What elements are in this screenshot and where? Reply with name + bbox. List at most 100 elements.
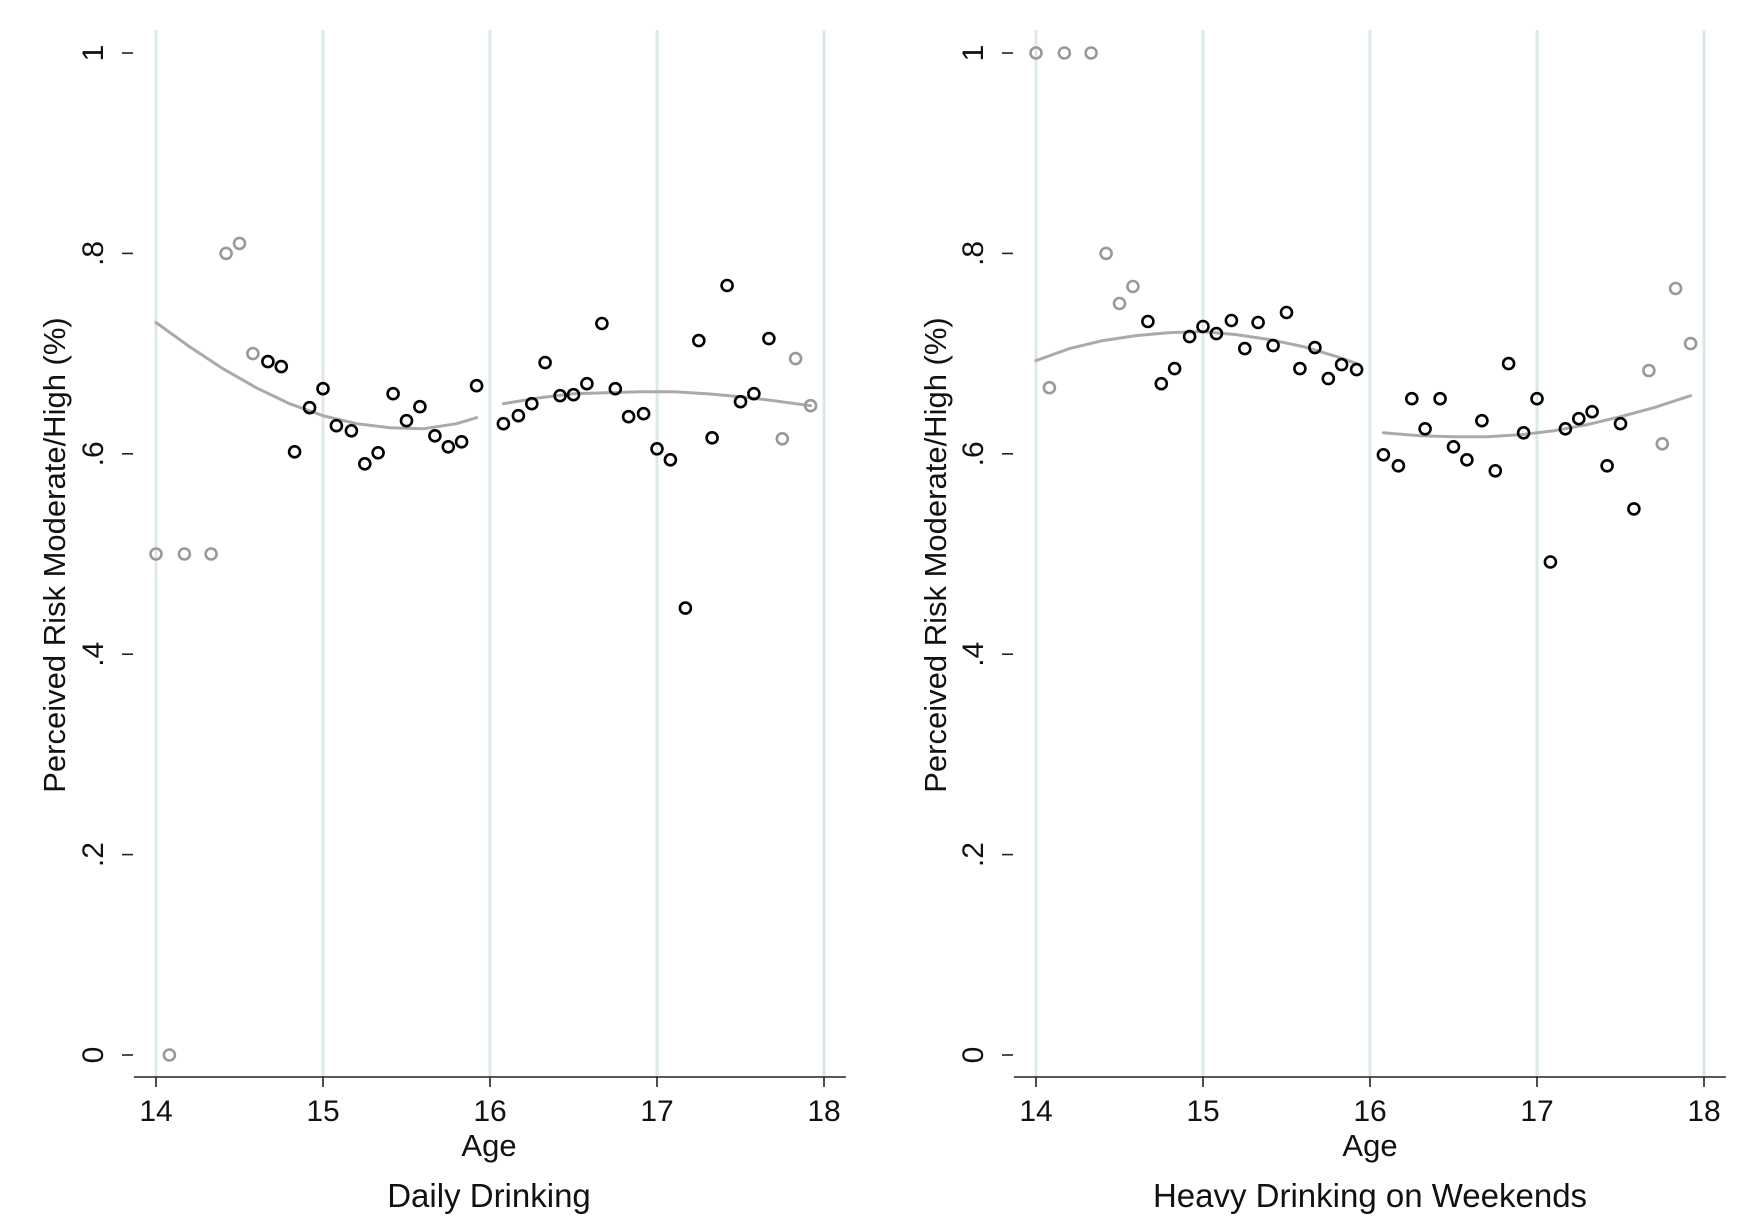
data-point	[650, 441, 664, 456]
data-point-light	[177, 547, 192, 561]
y-tick-label: .8	[77, 241, 110, 266]
data-point	[720, 278, 734, 293]
data-point	[1209, 326, 1224, 341]
data-point	[1460, 452, 1474, 467]
y-tick-label: 0	[77, 1047, 110, 1064]
data-point	[691, 333, 706, 348]
data-point	[1613, 416, 1628, 431]
data-point-light	[1057, 46, 1072, 60]
data-point	[1308, 340, 1322, 355]
data-point	[441, 439, 456, 454]
x-tick-label: 14	[139, 1095, 172, 1128]
y-tick-label: .4	[957, 642, 990, 667]
data-point	[302, 400, 317, 415]
fit-curve	[1381, 394, 1693, 439]
data-point	[1530, 391, 1544, 406]
y-axis-title: Perceived Risk Moderate/High (%)	[37, 317, 72, 793]
data-point-light	[1099, 246, 1113, 261]
data-point	[1516, 425, 1531, 440]
data-point	[344, 423, 359, 438]
y-tick-label: .2	[77, 842, 110, 867]
data-point	[1321, 371, 1336, 386]
data-point	[1251, 315, 1265, 330]
panel-title: Heavy Drinking on Weekends	[1153, 1177, 1587, 1214]
panel-heavy-drinking-weekends: 14 15 16 17 18 0 .2 .4 .6 .8 1 Age Heavy Drinking …	[918, 30, 1726, 1214]
data-point	[1334, 357, 1349, 372]
data-point	[399, 413, 414, 428]
data-point-light	[219, 246, 233, 261]
data-point	[1433, 391, 1447, 406]
data-point-light	[204, 547, 218, 561]
data-point	[1141, 314, 1155, 329]
data-point	[1293, 361, 1307, 376]
data-point	[469, 378, 484, 393]
grid	[1034, 30, 1706, 1077]
data-points	[149, 236, 818, 1062]
data-point	[454, 434, 469, 449]
data-point	[1501, 356, 1516, 371]
data-point	[538, 355, 552, 370]
data-point	[733, 394, 748, 409]
data-point	[1266, 338, 1280, 353]
x-tick-label: 16	[473, 1095, 506, 1128]
data-point	[705, 430, 719, 445]
x-tick-label: 14	[1019, 1095, 1052, 1128]
data-point	[1558, 421, 1573, 436]
data-point	[762, 331, 776, 346]
data-point	[580, 376, 594, 391]
data-point	[678, 601, 693, 615]
data-point	[553, 388, 567, 403]
y-tick-label: .4	[77, 642, 110, 667]
data-point-light	[1112, 296, 1127, 311]
data-point	[663, 452, 678, 467]
data-point-light	[1655, 436, 1670, 451]
data-point	[1543, 555, 1558, 569]
axes: 14 15 16 17 18 0 .2 .4 .6 .8 1	[77, 45, 846, 1128]
data-point-light	[1126, 279, 1140, 294]
data-point	[1405, 391, 1419, 406]
x-tick-label: 17	[640, 1095, 673, 1128]
x-tick-label: 16	[1353, 1095, 1386, 1128]
data-point	[428, 428, 442, 443]
data-point	[329, 418, 344, 433]
y-tick-label: 1	[77, 45, 110, 62]
panel-title: Daily Drinking	[387, 1177, 591, 1214]
data-point	[1279, 305, 1294, 320]
data-point	[386, 386, 400, 401]
data-point	[566, 387, 581, 402]
data-point	[511, 408, 526, 423]
data-point	[1418, 421, 1432, 436]
data-point	[1349, 362, 1364, 377]
data-point-light	[788, 351, 803, 366]
data-point	[1224, 313, 1239, 328]
data-point	[413, 399, 427, 414]
fit-curve	[154, 321, 479, 431]
data-point-light	[1668, 281, 1683, 296]
data-point	[1167, 361, 1182, 376]
data-point	[1391, 458, 1406, 473]
panel-daily-drinking: 14 15 16 17 180.2.4.6.81 Age Daily Drinking …	[37, 30, 846, 1214]
data-point	[1572, 411, 1586, 426]
data-point	[1627, 502, 1641, 516]
y-tick-label: .8	[957, 241, 990, 266]
x-tick-label: 15	[306, 1095, 339, 1128]
data-point	[524, 396, 539, 411]
data-point	[316, 381, 330, 396]
data-point-light	[1683, 336, 1698, 351]
data-point	[1238, 341, 1252, 356]
data-point	[371, 445, 385, 460]
x-tick-label: 15	[1186, 1095, 1219, 1128]
data-point-light	[1029, 46, 1043, 60]
data-point	[1600, 458, 1614, 473]
grid	[154, 30, 826, 1077]
data-point-light	[149, 547, 163, 561]
data-point	[496, 416, 511, 431]
data-point	[1376, 447, 1391, 462]
data-point-light	[1084, 46, 1098, 60]
data-point	[1196, 319, 1210, 334]
data-point-light	[232, 236, 247, 251]
data-point-light	[1042, 380, 1057, 395]
